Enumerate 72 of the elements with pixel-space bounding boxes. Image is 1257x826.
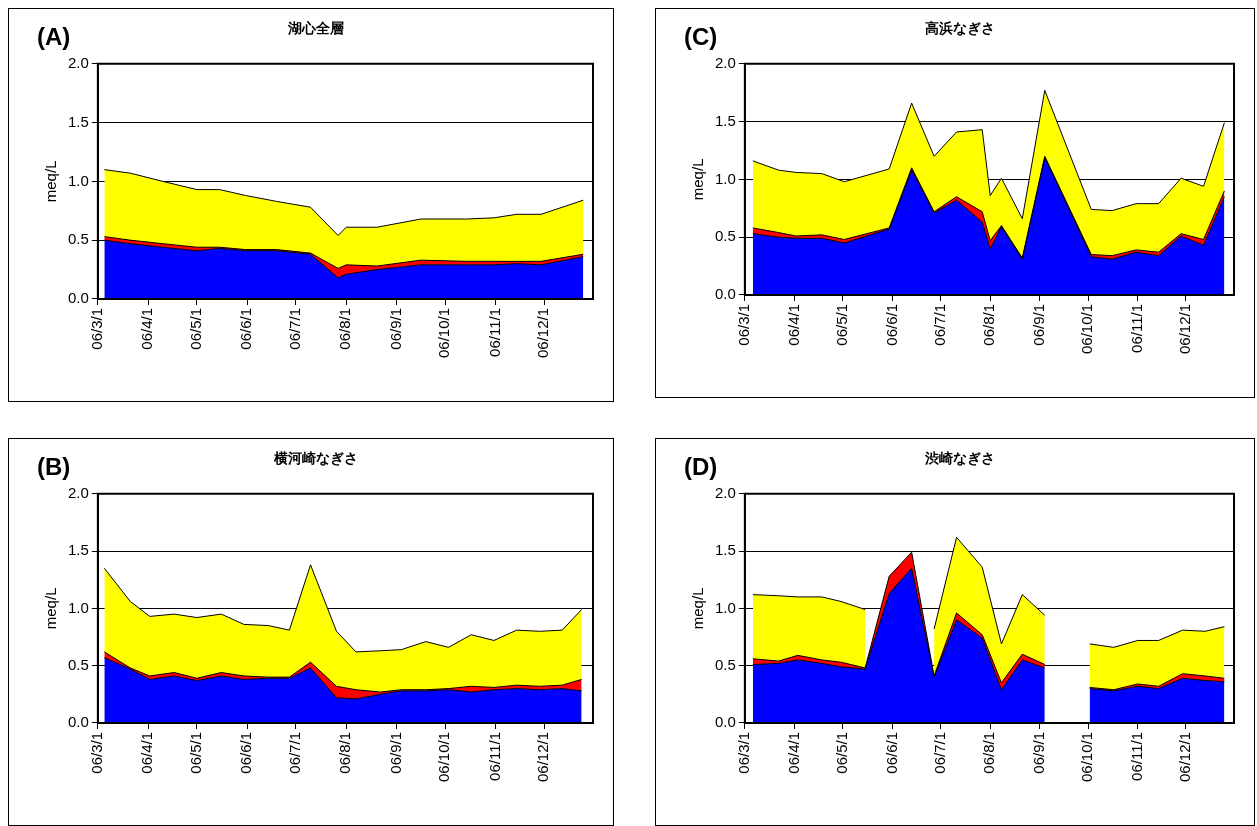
x-tick-label: 06/9/1 <box>386 307 404 350</box>
x-tick-label: 06/8/1 <box>980 731 998 774</box>
x-tick-label: 06/9/1 <box>1030 303 1048 346</box>
y-tick-label: 0.0 <box>67 289 89 307</box>
x-tick-label: 06/7/1 <box>930 303 948 346</box>
y-tick-label: 0.5 <box>67 655 89 673</box>
y-tick-label: 2.0 <box>67 483 89 501</box>
y-axis-title: meq/L <box>42 587 60 630</box>
x-tick-label: 06/11/1 <box>485 307 503 357</box>
x-tick-label: 06/4/1 <box>784 731 802 774</box>
x-tick-label: 06/6/1 <box>882 731 900 774</box>
x-tick-label: 06/10/1 <box>435 307 453 358</box>
x-tick-label: 06/5/1 <box>187 731 205 774</box>
x-tick-label: 06/12/1 <box>1176 303 1194 354</box>
x-tick-label: 06/11/1 <box>1127 731 1145 781</box>
x-tick-label: 06/11/1 <box>485 731 503 781</box>
x-tick-label: 06/10/1 <box>1078 303 1096 354</box>
y-tick-label: 2.0 <box>714 483 736 501</box>
x-tick-label: 06/7/1 <box>286 307 304 350</box>
x-tick-label: 06/10/1 <box>1078 731 1096 782</box>
y-axis-title: meq/L <box>689 587 707 630</box>
y-tick-label: 1.0 <box>67 171 89 189</box>
y-tick-label: 0.0 <box>714 285 736 303</box>
y-axis-title: meq/L <box>42 160 60 203</box>
chart-title: 横河崎なぎさ <box>273 450 358 467</box>
y-tick-label: 2.0 <box>714 53 736 71</box>
y-tick-label: 1.0 <box>714 169 736 187</box>
x-tick-label: 06/11/1 <box>1127 303 1145 353</box>
x-tick-label: 06/12/1 <box>1176 731 1194 782</box>
y-tick-label: 0.5 <box>714 655 736 673</box>
text: (A) <box>37 23 71 51</box>
text: (D) <box>684 453 718 481</box>
x-tick-label: 06/6/1 <box>237 307 255 350</box>
x-tick-label: 06/5/1 <box>832 731 850 774</box>
y-tick-label: 1.5 <box>714 541 736 559</box>
text: (C) <box>684 23 718 51</box>
y-tick-label: 1.0 <box>714 598 736 616</box>
x-tick-label: 06/6/1 <box>237 731 255 774</box>
chart-title: 高浜なぎさ <box>925 20 995 37</box>
x-tick-label: 06/3/1 <box>734 731 752 774</box>
x-tick-label: 06/5/1 <box>832 303 850 346</box>
y-tick-label: 0.0 <box>67 713 89 731</box>
x-tick-label: 06/8/1 <box>336 731 354 774</box>
x-tick-label: 06/7/1 <box>930 731 948 774</box>
x-tick-label: 06/12/1 <box>534 307 552 358</box>
x-tick-label: 06/3/1 <box>734 303 752 346</box>
x-tick-label: 06/3/1 <box>87 307 105 350</box>
x-tick-label: 06/3/1 <box>87 731 105 774</box>
x-tick-label: 06/4/1 <box>784 303 802 346</box>
y-tick-label: 0.5 <box>714 227 736 245</box>
y-axis-title: meq/L <box>689 158 707 201</box>
x-tick-label: 06/10/1 <box>435 731 453 782</box>
x-tick-label: 06/8/1 <box>336 307 354 350</box>
x-tick-label: 06/7/1 <box>286 731 304 774</box>
text: (B) <box>37 453 71 481</box>
x-tick-label: 06/9/1 <box>1030 731 1048 774</box>
x-tick-label: 06/12/1 <box>534 731 552 782</box>
chart-title: 渋崎なぎさ <box>924 450 995 467</box>
x-tick-label: 06/8/1 <box>980 303 998 346</box>
x-tick-label: 06/6/1 <box>882 303 900 346</box>
y-tick-label: 1.0 <box>67 598 89 616</box>
x-tick-label: 06/9/1 <box>386 731 404 774</box>
x-tick-label: 06/4/1 <box>138 731 156 774</box>
y-tick-label: 1.5 <box>67 541 89 559</box>
chart-title: 湖心全層 <box>287 20 344 37</box>
y-tick-label: 1.5 <box>714 111 736 129</box>
y-tick-label: 0.5 <box>67 230 89 248</box>
x-tick-label: 06/4/1 <box>138 307 156 350</box>
y-tick-label: 1.5 <box>67 112 89 130</box>
y-tick-label: 2.0 <box>67 53 89 71</box>
x-tick-label: 06/5/1 <box>187 307 205 350</box>
y-tick-label: 0.0 <box>714 713 736 731</box>
